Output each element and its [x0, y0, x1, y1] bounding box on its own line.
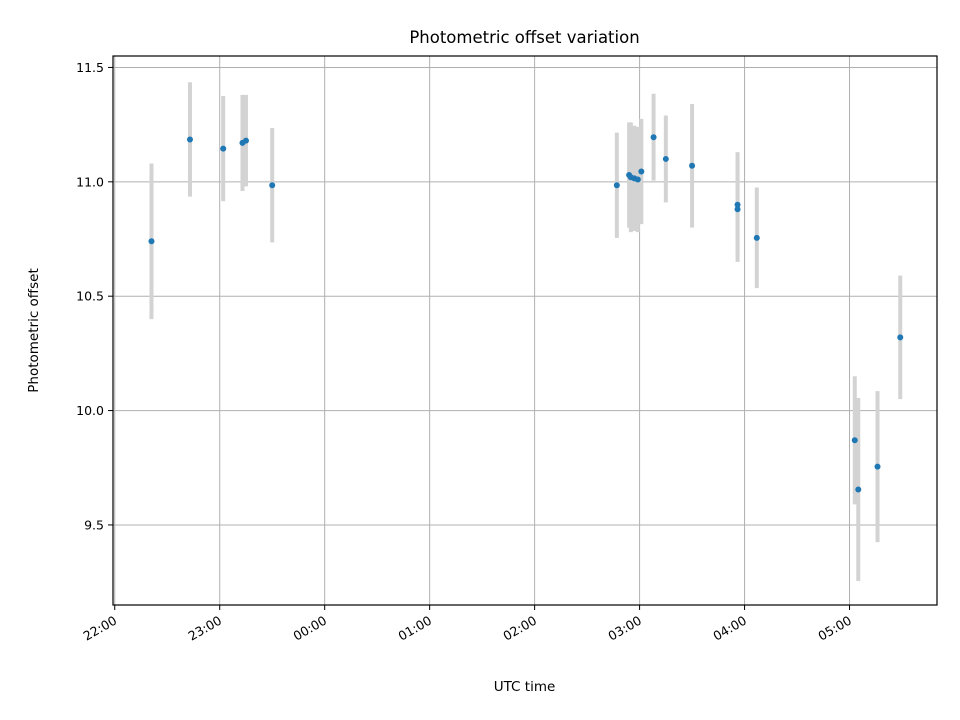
- x-tick-label: 03:00: [605, 613, 644, 644]
- data-point: [662, 155, 669, 162]
- x-tick-label: 02:00: [500, 613, 539, 644]
- x-tick-label: 22:00: [81, 613, 120, 644]
- data-point: [220, 145, 227, 152]
- x-axis-label: UTC time: [494, 679, 556, 695]
- x-tick-label: 04:00: [710, 613, 749, 644]
- data-point: [186, 136, 193, 143]
- x-axis-ticks: 22:00 23:00 00:00 01:00 02:00 03:00 04:00 05:00: [81, 605, 854, 644]
- data-point: [148, 238, 155, 245]
- data-points: [148, 134, 904, 493]
- data-point: [613, 182, 620, 189]
- error-bars: [149, 82, 903, 581]
- y-axis-ticks: 9.5 10.0 10.5 11.0 11.5: [76, 60, 113, 532]
- chart-title: Photometric offset variation: [409, 28, 639, 47]
- data-point: [634, 176, 641, 183]
- y-axis-label: Photometric offset: [26, 268, 42, 392]
- data-point: [897, 334, 904, 341]
- grid-lines: [113, 56, 937, 605]
- data-point: [689, 162, 696, 169]
- data-point: [734, 206, 741, 213]
- y-tick-label: 10.5: [76, 289, 104, 304]
- x-tick-label: 23:00: [186, 613, 225, 644]
- data-point: [638, 168, 645, 175]
- y-tick-label: 10.0: [76, 403, 104, 418]
- y-tick-label: 11.0: [76, 174, 104, 189]
- data-point: [269, 182, 276, 189]
- data-point: [242, 137, 249, 144]
- x-tick-label: 05:00: [815, 613, 854, 644]
- plot-frame: [112, 55, 938, 606]
- data-point: [753, 234, 760, 241]
- x-tick-label: 00:00: [290, 613, 329, 644]
- data-point: [874, 463, 881, 470]
- y-tick-label: 9.5: [84, 517, 104, 532]
- x-tick-label: 01:00: [395, 613, 434, 644]
- data-point: [851, 437, 858, 444]
- data-point: [855, 486, 862, 493]
- data-point: [650, 134, 657, 141]
- data-point: [734, 201, 741, 208]
- y-tick-label: 11.5: [76, 60, 104, 75]
